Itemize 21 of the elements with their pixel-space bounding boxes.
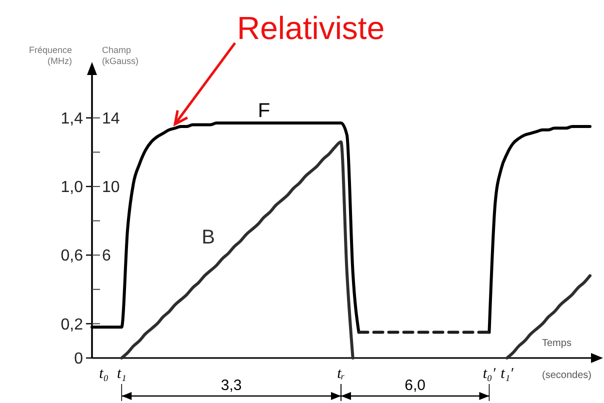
y-tick-label: 1,4 <box>60 110 84 128</box>
y-axis-title: Fréquence (MHz) <box>28 45 72 66</box>
series-label: F <box>258 100 270 122</box>
series-label: B <box>202 226 216 248</box>
text: 6,0 <box>404 377 426 394</box>
x-tick-label: tᵣ <box>337 366 346 382</box>
x-tick-label: t₁ <box>116 366 126 382</box>
x-tick-label: t₀′ <box>482 366 496 382</box>
y2-tick-label: 14 <box>102 110 120 128</box>
y-tick-label: 0 <box>74 350 84 368</box>
y-tick-label: 0,2 <box>60 316 84 334</box>
y-tick-label: 1,0 <box>60 179 84 196</box>
text: 3,3 <box>220 377 242 394</box>
text: Temps (secondes) <box>542 338 592 381</box>
x-tick-label: t₁′ <box>500 366 514 382</box>
y2-axis-title: Champ (kGauss) <box>102 45 139 66</box>
y2-tick-label: 10 <box>102 179 120 196</box>
annotation: Relativiste <box>237 10 385 46</box>
x-tick-label: t₀ <box>99 366 109 382</box>
y2-tick-label: 6 <box>102 248 111 265</box>
y-tick-label: 0,6 <box>60 248 84 265</box>
